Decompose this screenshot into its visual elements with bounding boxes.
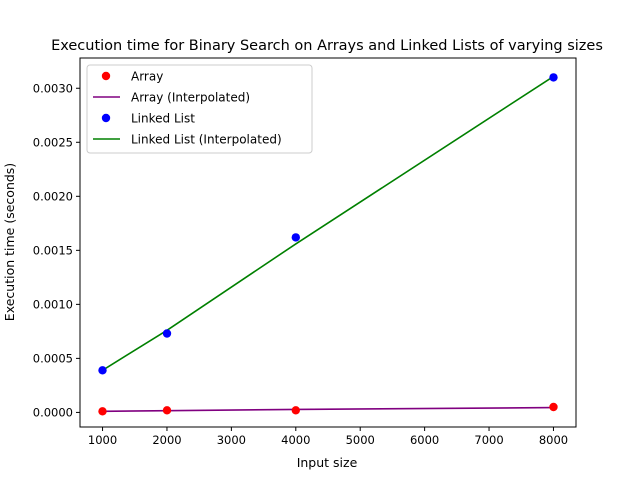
legend: Array Array (Interpolated) Linked List Link…	[86, 64, 313, 154]
legend-label-3: Linked List (Interpolated)	[131, 133, 282, 147]
chart-title: Execution time for Binary Search on Arra…	[51, 38, 603, 54]
x-tick-label: 8000	[539, 433, 568, 447]
y-tick-label: 0.0015	[33, 243, 73, 257]
y-tick-label: 0.0005	[33, 351, 73, 365]
x-tick-label: 4000	[281, 433, 310, 447]
legend-label-0: Array	[131, 70, 163, 84]
y-tick-label: 0.0000	[33, 405, 73, 419]
x-tick-label: 7000	[474, 433, 503, 447]
series-line-3	[102, 75, 554, 371]
y-axis-label: Execution time (seconds)	[2, 163, 17, 321]
y-tick-label: 0.0030	[33, 81, 73, 95]
data-point-0-0	[98, 407, 107, 416]
x-tick-label: 3000	[217, 433, 246, 447]
y-tick-label: 0.0025	[33, 135, 73, 149]
y-tick-label: 0.0010	[33, 297, 73, 311]
axes-frame	[79, 57, 577, 428]
legend-marker-2	[101, 113, 111, 123]
data-point-0-3	[549, 402, 558, 412]
plot-area: 1000 2000 3000 4000 5000 6000 7000 8000 0.0000 0.…	[33, 57, 577, 447]
series-line-1	[102, 406, 554, 413]
x-tick-label: 1000	[88, 433, 117, 447]
legend-marker-0	[101, 71, 111, 81]
legend-box	[86, 64, 313, 154]
x-tick-label: 6000	[410, 433, 439, 447]
x-axis-label: Input size	[297, 455, 358, 470]
y-tick-label: 0.0020	[33, 189, 73, 203]
x-tick-label: 2000	[152, 433, 181, 447]
legend-label-1: Array (Interpolated)	[131, 91, 250, 105]
data-point-0-1	[162, 406, 172, 415]
data-point-2-2	[291, 233, 300, 242]
data-point-2-0	[98, 366, 107, 375]
data-point-2-1	[162, 329, 172, 338]
data-point-2-3	[549, 73, 558, 82]
data-point-0-2	[291, 406, 300, 415]
legend-label-2: Linked List	[131, 112, 195, 126]
x-tick-label: 5000	[346, 433, 375, 447]
